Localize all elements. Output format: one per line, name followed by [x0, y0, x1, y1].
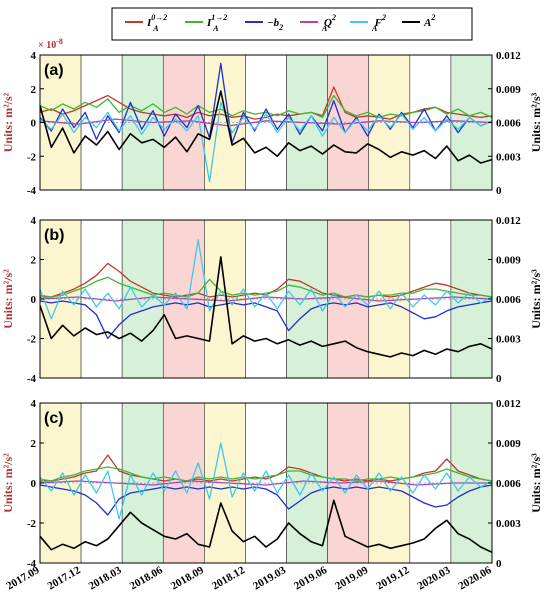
- panel-label: (a): [44, 62, 64, 79]
- right-axis-label: Units: m²/s³: [529, 269, 543, 329]
- right-tick-label: 0.012: [496, 50, 521, 62]
- left-tick-label: 2: [31, 438, 37, 450]
- series-line-cyan: [39, 101, 493, 183]
- left-tick-label: 0: [31, 118, 37, 130]
- left-tick-label: 0: [31, 294, 37, 306]
- left-tick-label: -4: [27, 185, 37, 197]
- left-axis-label: Units: m²/s²: [1, 92, 15, 152]
- panel-a: -4 -2 0 2 4 0 0.003 0.006 0.009 0.012 (a) Units: m²…: [1, 50, 543, 197]
- x-tick-label: 2019.12: [374, 564, 411, 593]
- legend-label-purple: Q2 A: [321, 13, 336, 33]
- series-line-cyan: [39, 239, 493, 320]
- x-tick-label: 2020.06: [457, 564, 494, 593]
- series-line-cyan: [39, 442, 493, 520]
- legend-label-cyan: F2 A: [371, 13, 386, 33]
- left-axis-label: Units: m²/s²: [1, 453, 15, 513]
- right-tick-label: 0.009: [496, 255, 521, 267]
- exponent-label: × 10-8: [38, 37, 63, 51]
- right-tick-label: 0.012: [496, 215, 521, 227]
- left-tick-label: 2: [31, 84, 37, 96]
- panel-label: (b): [44, 227, 64, 244]
- series-line-blue: [39, 62, 493, 144]
- legend-label-blue: −b2: [267, 17, 283, 32]
- left-tick-label: -2: [27, 334, 37, 346]
- panel-label: (c): [44, 410, 64, 427]
- left-tick-label: 4: [31, 398, 37, 410]
- right-tick-label: 0.003: [496, 334, 521, 346]
- x-axis-tick-labels: 2017.09 2017.12 2018.03 2018.06 2018.09 2018.…: [5, 564, 494, 593]
- right-tick-label: 0: [496, 185, 502, 197]
- x-tick-label: 2019.06: [292, 564, 329, 593]
- right-axis-label: Units: m²/s³: [529, 92, 543, 152]
- right-tick-label: 0.006: [496, 478, 521, 490]
- panel-c: -4 -2 0 2 4 0 0.003 0.006 0.009 0.012 (c) Units: m²…: [1, 398, 543, 570]
- legend: I0→2 A I1→2 A −b2 Q2 A F2 A A2: [111, 7, 473, 41]
- series-line-red: [40, 454, 493, 482]
- x-tick-label: 2019.03: [251, 564, 288, 593]
- x-tick-label: 2018.03: [87, 564, 124, 593]
- legend-label-red: I0→2 A: [146, 13, 167, 33]
- right-tick-label: 0.006: [496, 294, 521, 306]
- right-tick-label: 0: [496, 558, 502, 570]
- series-line-black: [39, 90, 493, 164]
- right-tick-label: 0.003: [496, 151, 521, 163]
- series-line-green: [39, 466, 493, 482]
- series-line-blue: [39, 300, 493, 340]
- right-tick-label: 0.009: [496, 84, 521, 96]
- series-line-black: [39, 499, 493, 554]
- series-line-purple: [39, 118, 493, 127]
- left-tick-label: -2: [27, 151, 37, 163]
- series-line-black: [39, 256, 493, 358]
- chart-panels: -4 -2 0 2 4 0 0.003 0.006 0.009 0.012 (a) Units: m²…: [1, 50, 543, 570]
- left-tick-label: 4: [31, 50, 37, 62]
- legend-box: [111, 7, 473, 41]
- left-tick-label: -4: [27, 558, 37, 570]
- x-tick-label: 2017.12: [46, 564, 83, 593]
- x-tick-label: 2019.09: [333, 564, 370, 593]
- x-tick-label: 2018.12: [210, 564, 247, 593]
- right-axis-label: Units: m²/s³: [529, 453, 543, 513]
- legend-label-green: I1→2 A: [206, 13, 227, 33]
- series-line-green: [39, 94, 493, 119]
- right-tick-label: 0.009: [496, 438, 521, 450]
- x-tick-label: 2018.06: [128, 564, 165, 593]
- x-tick-label: 2018.09: [169, 564, 206, 593]
- left-tick-label: 4: [31, 215, 37, 227]
- series-line-purple: [39, 296, 493, 302]
- right-tick-label: 0.006: [496, 118, 521, 130]
- right-tick-label: 0.003: [496, 518, 521, 530]
- left-tick-label: -2: [27, 518, 37, 530]
- right-tick-label: 0.012: [496, 398, 521, 410]
- left-tick-label: -4: [27, 373, 37, 385]
- x-tick-label: 2017.09: [5, 564, 42, 593]
- legend-label-black: A2: [423, 13, 435, 29]
- left-axis-label: Units: m²/s²: [1, 269, 15, 329]
- panel-b: -4 -2 0 2 4 0 0.003 0.006 0.009 0.012 (b) Units: m²…: [1, 215, 543, 385]
- left-tick-label: 2: [31, 255, 37, 267]
- left-tick-label: 0: [31, 478, 37, 490]
- right-tick-label: 0: [496, 373, 502, 385]
- series-line-red: [40, 262, 493, 298]
- x-tick-label: 2020.03: [415, 564, 452, 593]
- series-line-purple: [39, 480, 492, 486]
